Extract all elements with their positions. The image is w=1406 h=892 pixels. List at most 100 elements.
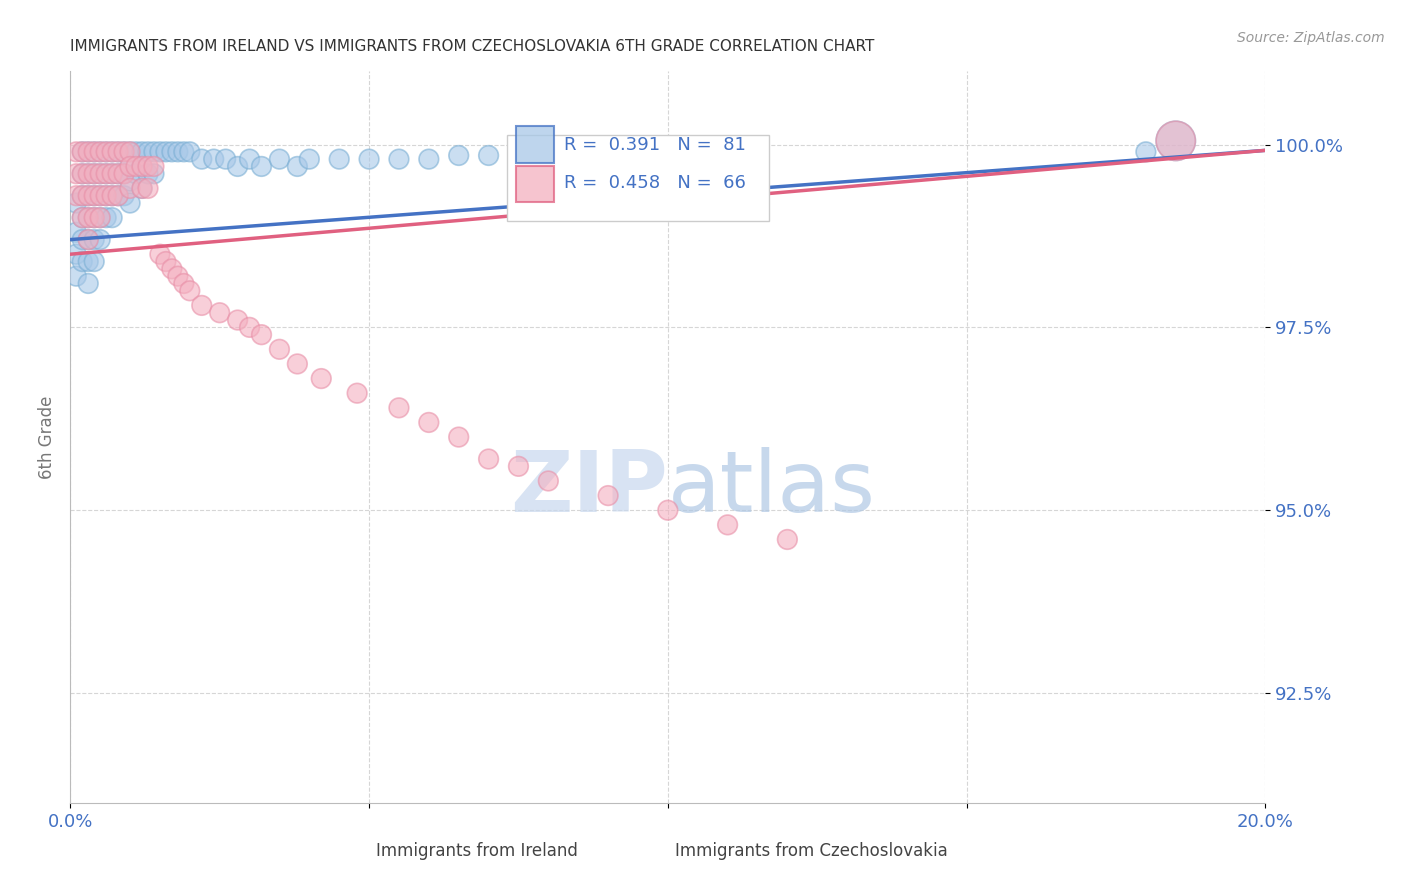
Point xyxy=(101,188,124,202)
Point xyxy=(191,298,214,312)
Point xyxy=(89,167,111,181)
Point xyxy=(160,145,183,159)
Point xyxy=(143,167,166,181)
Point xyxy=(155,254,177,268)
Point xyxy=(89,188,111,202)
FancyBboxPatch shape xyxy=(506,135,769,221)
Text: Immigrants from Czechoslovakia: Immigrants from Czechoslovakia xyxy=(675,842,948,860)
Point xyxy=(598,148,620,162)
Point xyxy=(120,145,141,159)
Point xyxy=(96,188,118,202)
Point xyxy=(447,430,470,444)
Point xyxy=(89,233,111,247)
Point xyxy=(447,148,470,162)
Point xyxy=(287,160,309,174)
Point xyxy=(70,254,93,268)
Point xyxy=(101,167,124,181)
Point xyxy=(125,160,148,174)
Point xyxy=(418,152,440,166)
Point xyxy=(77,254,100,268)
Point xyxy=(388,401,411,415)
Point xyxy=(136,160,159,174)
Point xyxy=(112,145,135,159)
Point xyxy=(131,145,153,159)
Point xyxy=(160,261,183,276)
Point xyxy=(96,211,118,225)
Point xyxy=(77,233,100,247)
Point xyxy=(120,174,141,188)
Bar xyxy=(638,841,664,862)
Point xyxy=(125,145,148,159)
Point xyxy=(101,145,124,159)
Point xyxy=(508,459,530,474)
Point xyxy=(250,160,273,174)
Point xyxy=(191,152,214,166)
Point xyxy=(70,188,93,202)
Text: ZIP: ZIP xyxy=(510,447,668,530)
Point xyxy=(107,145,129,159)
Point xyxy=(70,145,93,159)
Point xyxy=(239,152,262,166)
Point xyxy=(226,160,249,174)
Point xyxy=(96,145,118,159)
Point xyxy=(77,167,100,181)
Point xyxy=(65,247,87,261)
Point xyxy=(418,416,440,430)
Point xyxy=(70,145,93,159)
Point xyxy=(89,145,111,159)
Point xyxy=(83,188,105,202)
Point xyxy=(65,188,87,202)
Point xyxy=(120,160,141,174)
FancyBboxPatch shape xyxy=(516,126,554,163)
Point xyxy=(120,196,141,211)
Point xyxy=(120,145,141,159)
Point xyxy=(166,269,188,284)
Point xyxy=(77,145,100,159)
Point xyxy=(107,145,129,159)
Point xyxy=(179,145,201,159)
Text: IMMIGRANTS FROM IRELAND VS IMMIGRANTS FROM CZECHOSLOVAKIA 6TH GRADE CORRELATION : IMMIGRANTS FROM IRELAND VS IMMIGRANTS FR… xyxy=(70,38,875,54)
Point xyxy=(89,145,111,159)
Point xyxy=(143,160,166,174)
Text: atlas: atlas xyxy=(668,447,876,530)
Text: R =  0.391   N =  81: R = 0.391 N = 81 xyxy=(564,136,745,153)
Point xyxy=(77,233,100,247)
Point xyxy=(136,145,159,159)
Point xyxy=(70,211,93,225)
Point xyxy=(107,167,129,181)
Point xyxy=(70,167,93,181)
Point xyxy=(202,152,225,166)
Text: Immigrants from Ireland: Immigrants from Ireland xyxy=(377,842,578,860)
Point xyxy=(65,269,87,284)
Point xyxy=(70,211,93,225)
Point xyxy=(83,167,105,181)
Point xyxy=(77,211,100,225)
Point xyxy=(298,152,321,166)
Bar xyxy=(339,841,366,862)
Point xyxy=(83,211,105,225)
Point xyxy=(70,188,93,202)
Point xyxy=(89,188,111,202)
Point xyxy=(112,167,135,181)
Point xyxy=(173,277,195,291)
Point xyxy=(101,167,124,181)
Point xyxy=(250,327,273,342)
Point xyxy=(717,517,740,532)
Y-axis label: 6th Grade: 6th Grade xyxy=(38,395,56,479)
Point xyxy=(77,211,100,225)
Point xyxy=(83,145,105,159)
Point xyxy=(478,452,501,467)
Point xyxy=(657,503,679,517)
Point xyxy=(77,145,100,159)
Point xyxy=(1164,134,1187,148)
Point xyxy=(388,152,411,166)
Point xyxy=(96,145,118,159)
Point xyxy=(311,371,333,385)
Point xyxy=(657,145,679,159)
Point xyxy=(89,167,111,181)
Point xyxy=(1135,145,1157,159)
Point xyxy=(83,188,105,202)
Point xyxy=(131,160,153,174)
Point xyxy=(101,211,124,225)
Point xyxy=(143,145,166,159)
